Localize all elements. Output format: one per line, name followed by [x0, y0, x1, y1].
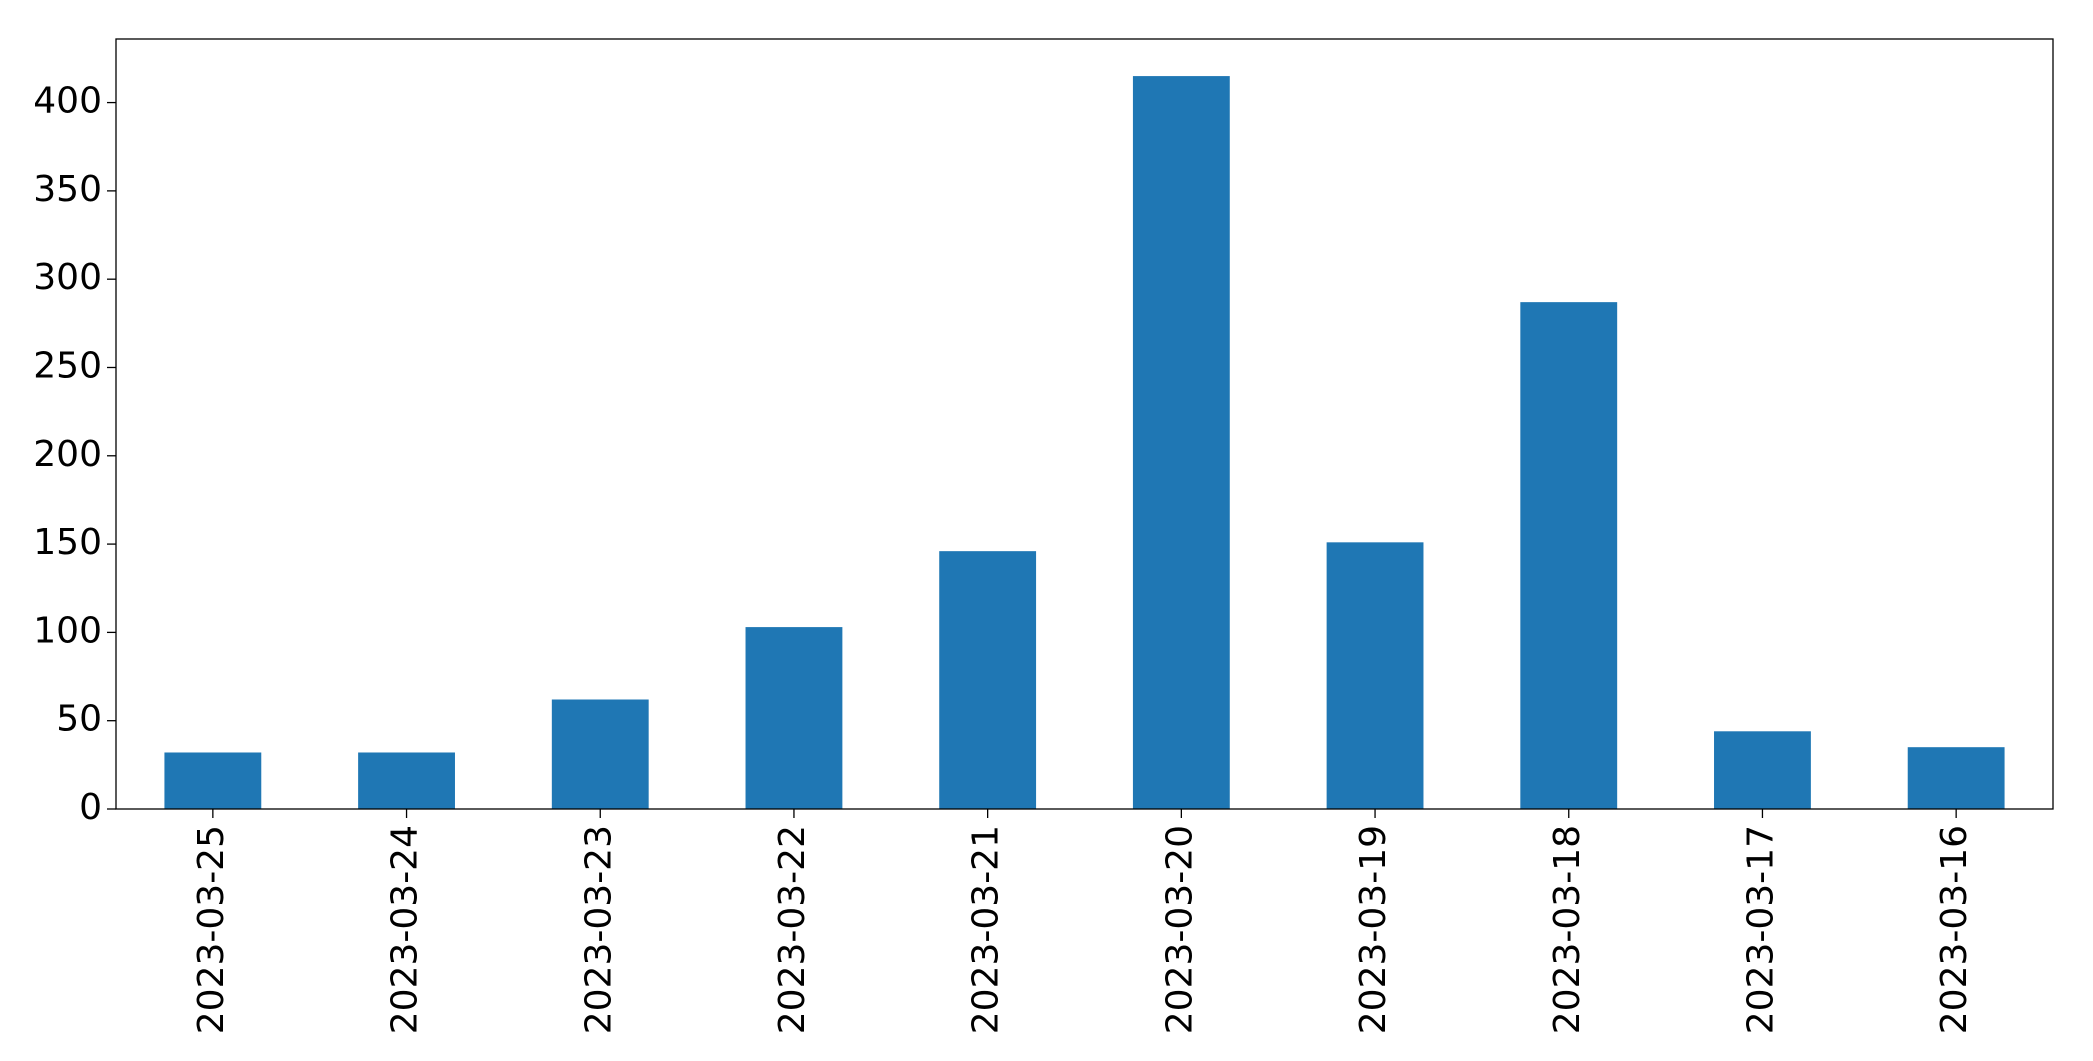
x-tick-label: 2023-03-25 — [191, 825, 232, 1034]
x-tick-label: 2023-03-22 — [772, 825, 813, 1034]
x-tick-label: 2023-03-23 — [578, 825, 619, 1034]
y-tick-label: 150 — [33, 522, 102, 563]
bar — [358, 752, 455, 809]
x-tick-label: 2023-03-21 — [966, 825, 1007, 1034]
x-tick-label: 2023-03-18 — [1547, 825, 1588, 1034]
bar — [1520, 302, 1618, 809]
y-tick-label: 0 — [79, 787, 102, 828]
bar — [1132, 76, 1230, 809]
x-tick-label: 2023-03-17 — [1740, 825, 1781, 1034]
y-tick-label: 400 — [33, 81, 102, 122]
x-tick-label: 2023-03-24 — [385, 825, 426, 1034]
y-tick-label: 50 — [56, 699, 102, 740]
y-tick-label: 200 — [33, 434, 102, 475]
bar — [745, 627, 843, 809]
plot-frame — [115, 38, 2054, 810]
y-tick-label: 300 — [33, 257, 102, 298]
bar — [551, 699, 649, 809]
x-tick-label: 2023-03-19 — [1353, 825, 1394, 1034]
bar — [1326, 542, 1424, 809]
y-tick-label: 250 — [33, 345, 102, 386]
bar — [1907, 747, 2005, 809]
y-tick-label: 350 — [33, 169, 102, 210]
bar — [164, 752, 262, 809]
bar — [1714, 731, 1811, 809]
y-tick-label: 100 — [33, 610, 102, 651]
x-tick-label: 2023-03-16 — [1934, 825, 1975, 1034]
bar — [939, 551, 1037, 809]
x-tick-label: 2023-03-20 — [1159, 825, 1200, 1034]
